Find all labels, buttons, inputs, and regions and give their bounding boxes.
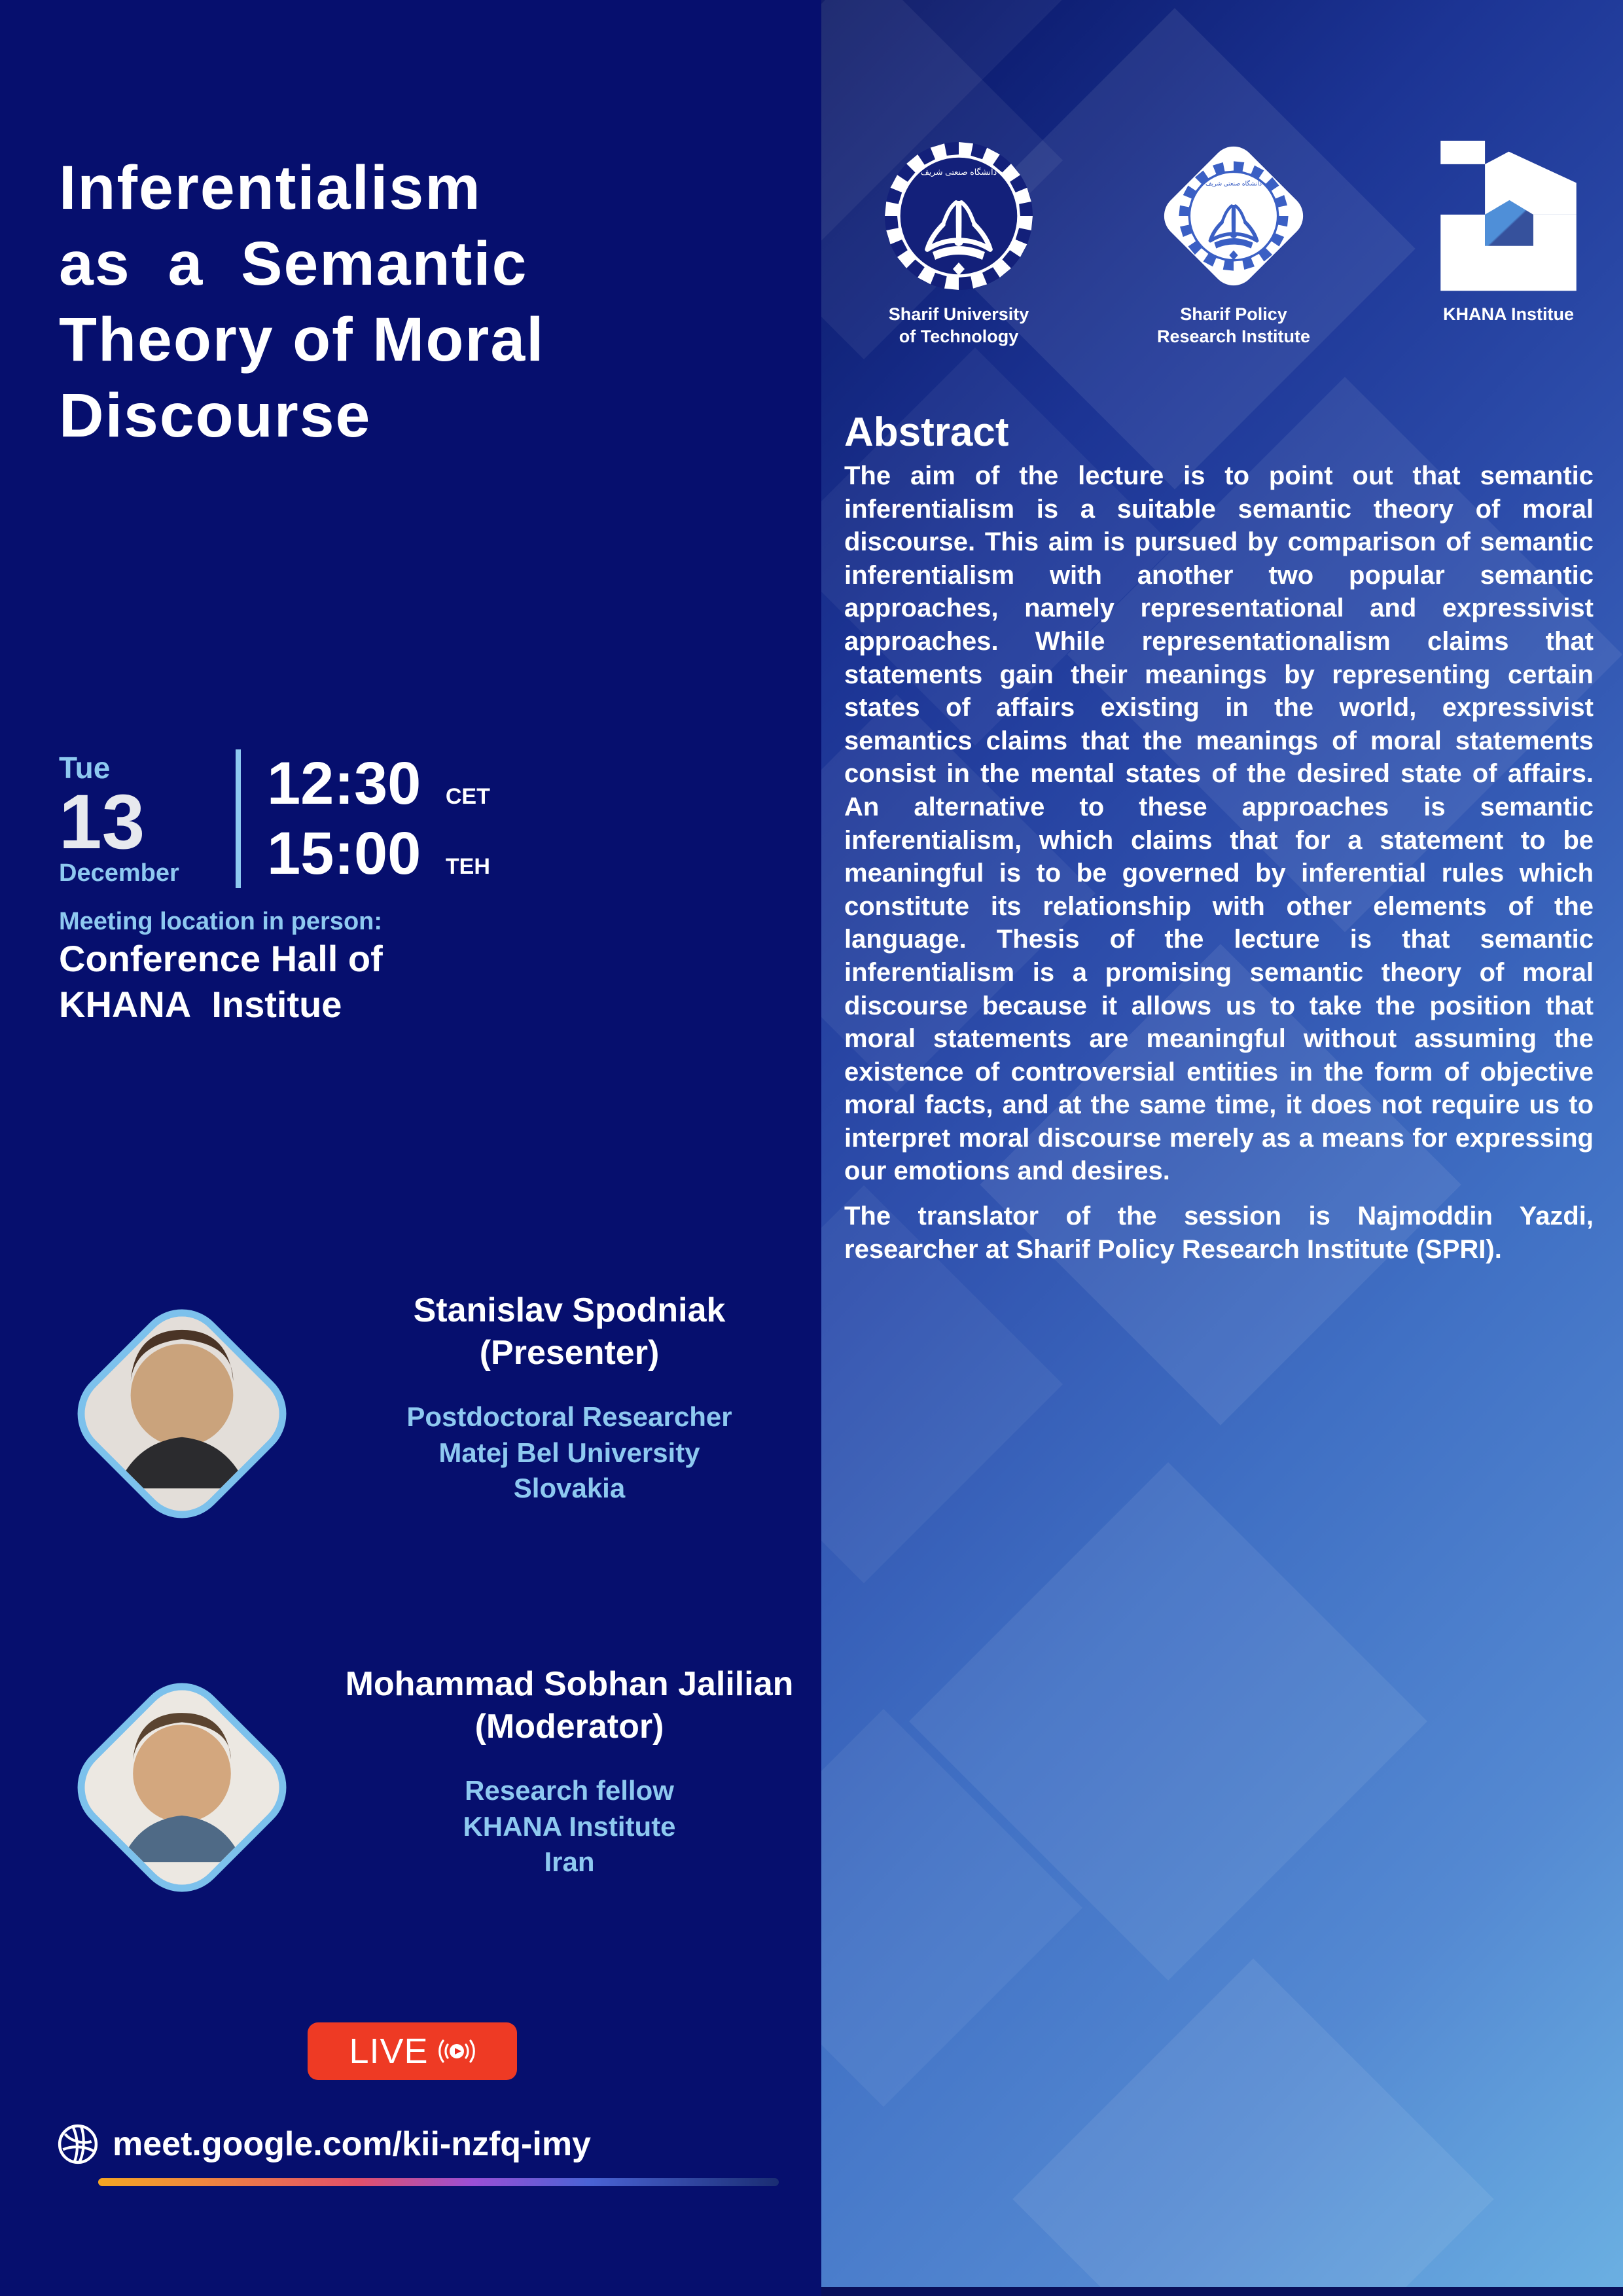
svg-text:دانشگاه صنعتی شریف: دانشگاه صنعتی شریف: [921, 167, 997, 177]
svg-text:دانشگاه صنعتی شریف: دانشگاه صنعتی شریف: [1205, 179, 1262, 187]
